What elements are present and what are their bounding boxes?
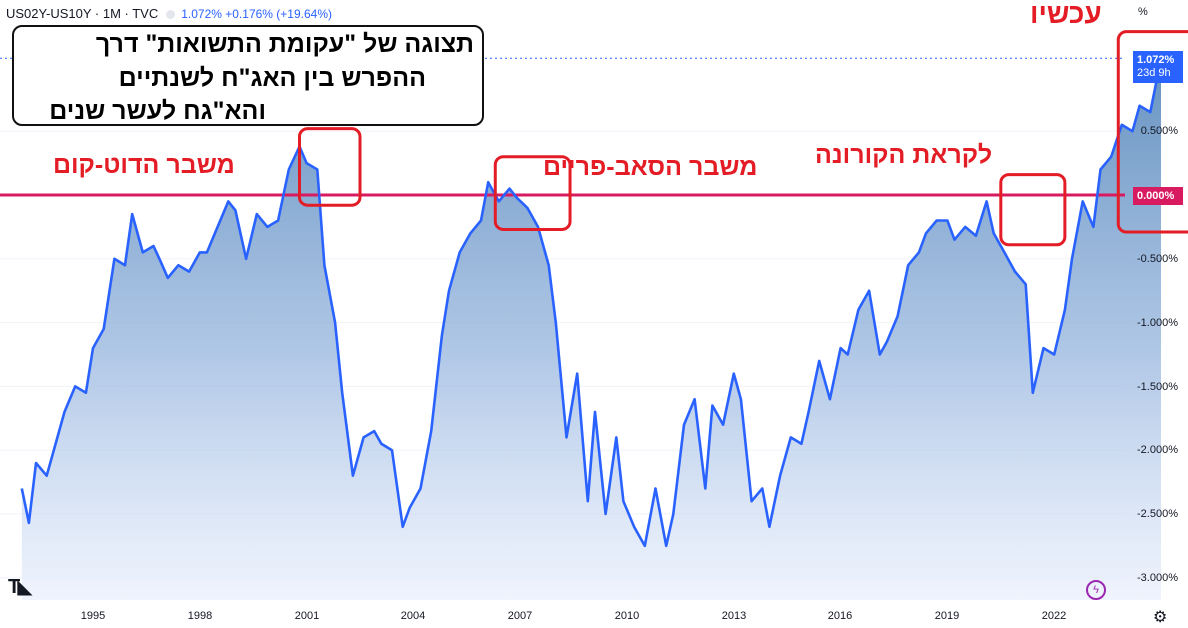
x-tick-label: 2007 [507, 610, 533, 622]
x-tick-label: 2019 [934, 610, 960, 622]
status-dot-icon [166, 10, 176, 19]
x-tick-label: 1998 [187, 610, 213, 622]
y-tick-label: 0.500% [1140, 125, 1178, 137]
x-tick-label: 2001 [294, 610, 320, 622]
highlight-box-corona [999, 173, 1067, 247]
y-tick-label: -3.000% [1137, 572, 1178, 584]
highlight-box-subprime [493, 155, 572, 231]
annotation-corona: לקראת הקורונה [815, 141, 993, 169]
highlight-box-dotcom [297, 127, 362, 207]
title-line-1: תצוגה של "עקומת התשואות" דרך [95, 30, 474, 58]
bar-countdown: 23d 9h [1137, 67, 1171, 79]
area-layer [21, 58, 1161, 600]
x-tick-label: 2013 [721, 610, 747, 622]
title-line-2: ההפרש בין האג"ח לשנתיים [118, 64, 426, 92]
tradingview-logo-icon[interactable]: T◣ [8, 576, 33, 598]
y-tick-label: -2.000% [1137, 444, 1178, 456]
highlight-box-now [1116, 30, 1188, 234]
x-tick-label: 2004 [400, 610, 426, 622]
series-line [20, 58, 1163, 548]
unit-label: % [1138, 6, 1148, 18]
symbol-header[interactable]: US02Y-US10Y · 1M · TVC 1.072% +0.176% (+1… [6, 6, 332, 21]
series-area [21, 58, 1161, 600]
symbol-label[interactable]: US02Y-US10Y · 1M · TVC [6, 6, 159, 21]
symbol-values: 1.072% +0.176% (+19.64%) [181, 7, 332, 21]
x-tick-label: 1995 [80, 610, 106, 622]
last-price-value: 1.072% [1137, 54, 1175, 66]
annotation-now: עכשיו [1030, 0, 1102, 29]
x-tick-label: 2010 [614, 610, 640, 622]
gear-icon[interactable]: ⚙ [1153, 609, 1168, 626]
highlight-box-layer [297, 30, 1188, 247]
y-tick-label: -1.500% [1137, 381, 1178, 393]
annotation-dotcom: משבר הדוט-קום [53, 151, 235, 179]
y-tick-label: -1.000% [1137, 317, 1178, 329]
zero-line-tag: 0.000% [1133, 187, 1183, 205]
annotation-subprime: משבר הסאב-פריים [543, 153, 758, 181]
title-line-3: והא"גח לעשר שנים [49, 97, 266, 125]
zero-line-layer [0, 57, 1125, 197]
lightning-icon[interactable]: ϟ [1086, 580, 1106, 600]
last-price-tag: 1.072% 23d 9h [1133, 51, 1183, 83]
y-tick-label: -2.500% [1137, 508, 1178, 520]
title-box: תצוגה של "עקומת התשואות" דרך ההפרש בין ה… [12, 25, 484, 126]
y-tick-label: -0.500% [1137, 253, 1178, 265]
x-tick-label: 2016 [827, 610, 853, 622]
x-tick-label: 2022 [1041, 610, 1067, 622]
